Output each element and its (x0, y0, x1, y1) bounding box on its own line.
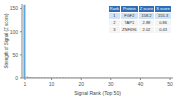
html-text:S score: S score (156, 6, 170, 11)
html-text:TAP1: TAP1 (124, 20, 135, 25)
html-text:2: 2 (113, 20, 116, 25)
svg-text:1: 1 (24, 81, 27, 87)
svg-text:40: 40 (138, 81, 144, 87)
html-text:Z score: Z score (139, 6, 154, 11)
html-text:155.3: 155.3 (158, 13, 169, 18)
svg-text:50: 50 (167, 81, 169, 87)
html-text:0.86: 0.86 (159, 20, 167, 25)
html-text:3: 3 (113, 27, 116, 32)
html-text:158.2: 158.2 (141, 13, 152, 18)
svg-text:50: 50 (12, 52, 18, 58)
svg-text:100: 100 (10, 29, 19, 35)
html-text:2.02: 2.02 (142, 27, 151, 32)
html-text:0.43: 0.43 (159, 27, 167, 32)
svg-text:30: 30 (108, 81, 114, 87)
svg-text:Signal Rank (Top 50): Signal Rank (Top 50) (74, 90, 121, 96)
svg-text:Strength of Signal (Z score): Strength of Signal (Z score) (8, 13, 9, 69)
svg-text:0: 0 (15, 75, 18, 81)
html-text:2.88: 2.88 (142, 20, 151, 25)
svg-text:150: 150 (10, 5, 19, 11)
html-text:FGF2: FGF2 (124, 13, 135, 18)
html-text:1: 1 (113, 13, 116, 18)
svg-text:10: 10 (49, 81, 55, 87)
html-text:Protein: Protein (123, 6, 136, 11)
html-text:Rank: Rank (109, 6, 120, 11)
html-text:ZNF696: ZNF696 (122, 27, 137, 32)
svg-text:20: 20 (78, 81, 84, 87)
